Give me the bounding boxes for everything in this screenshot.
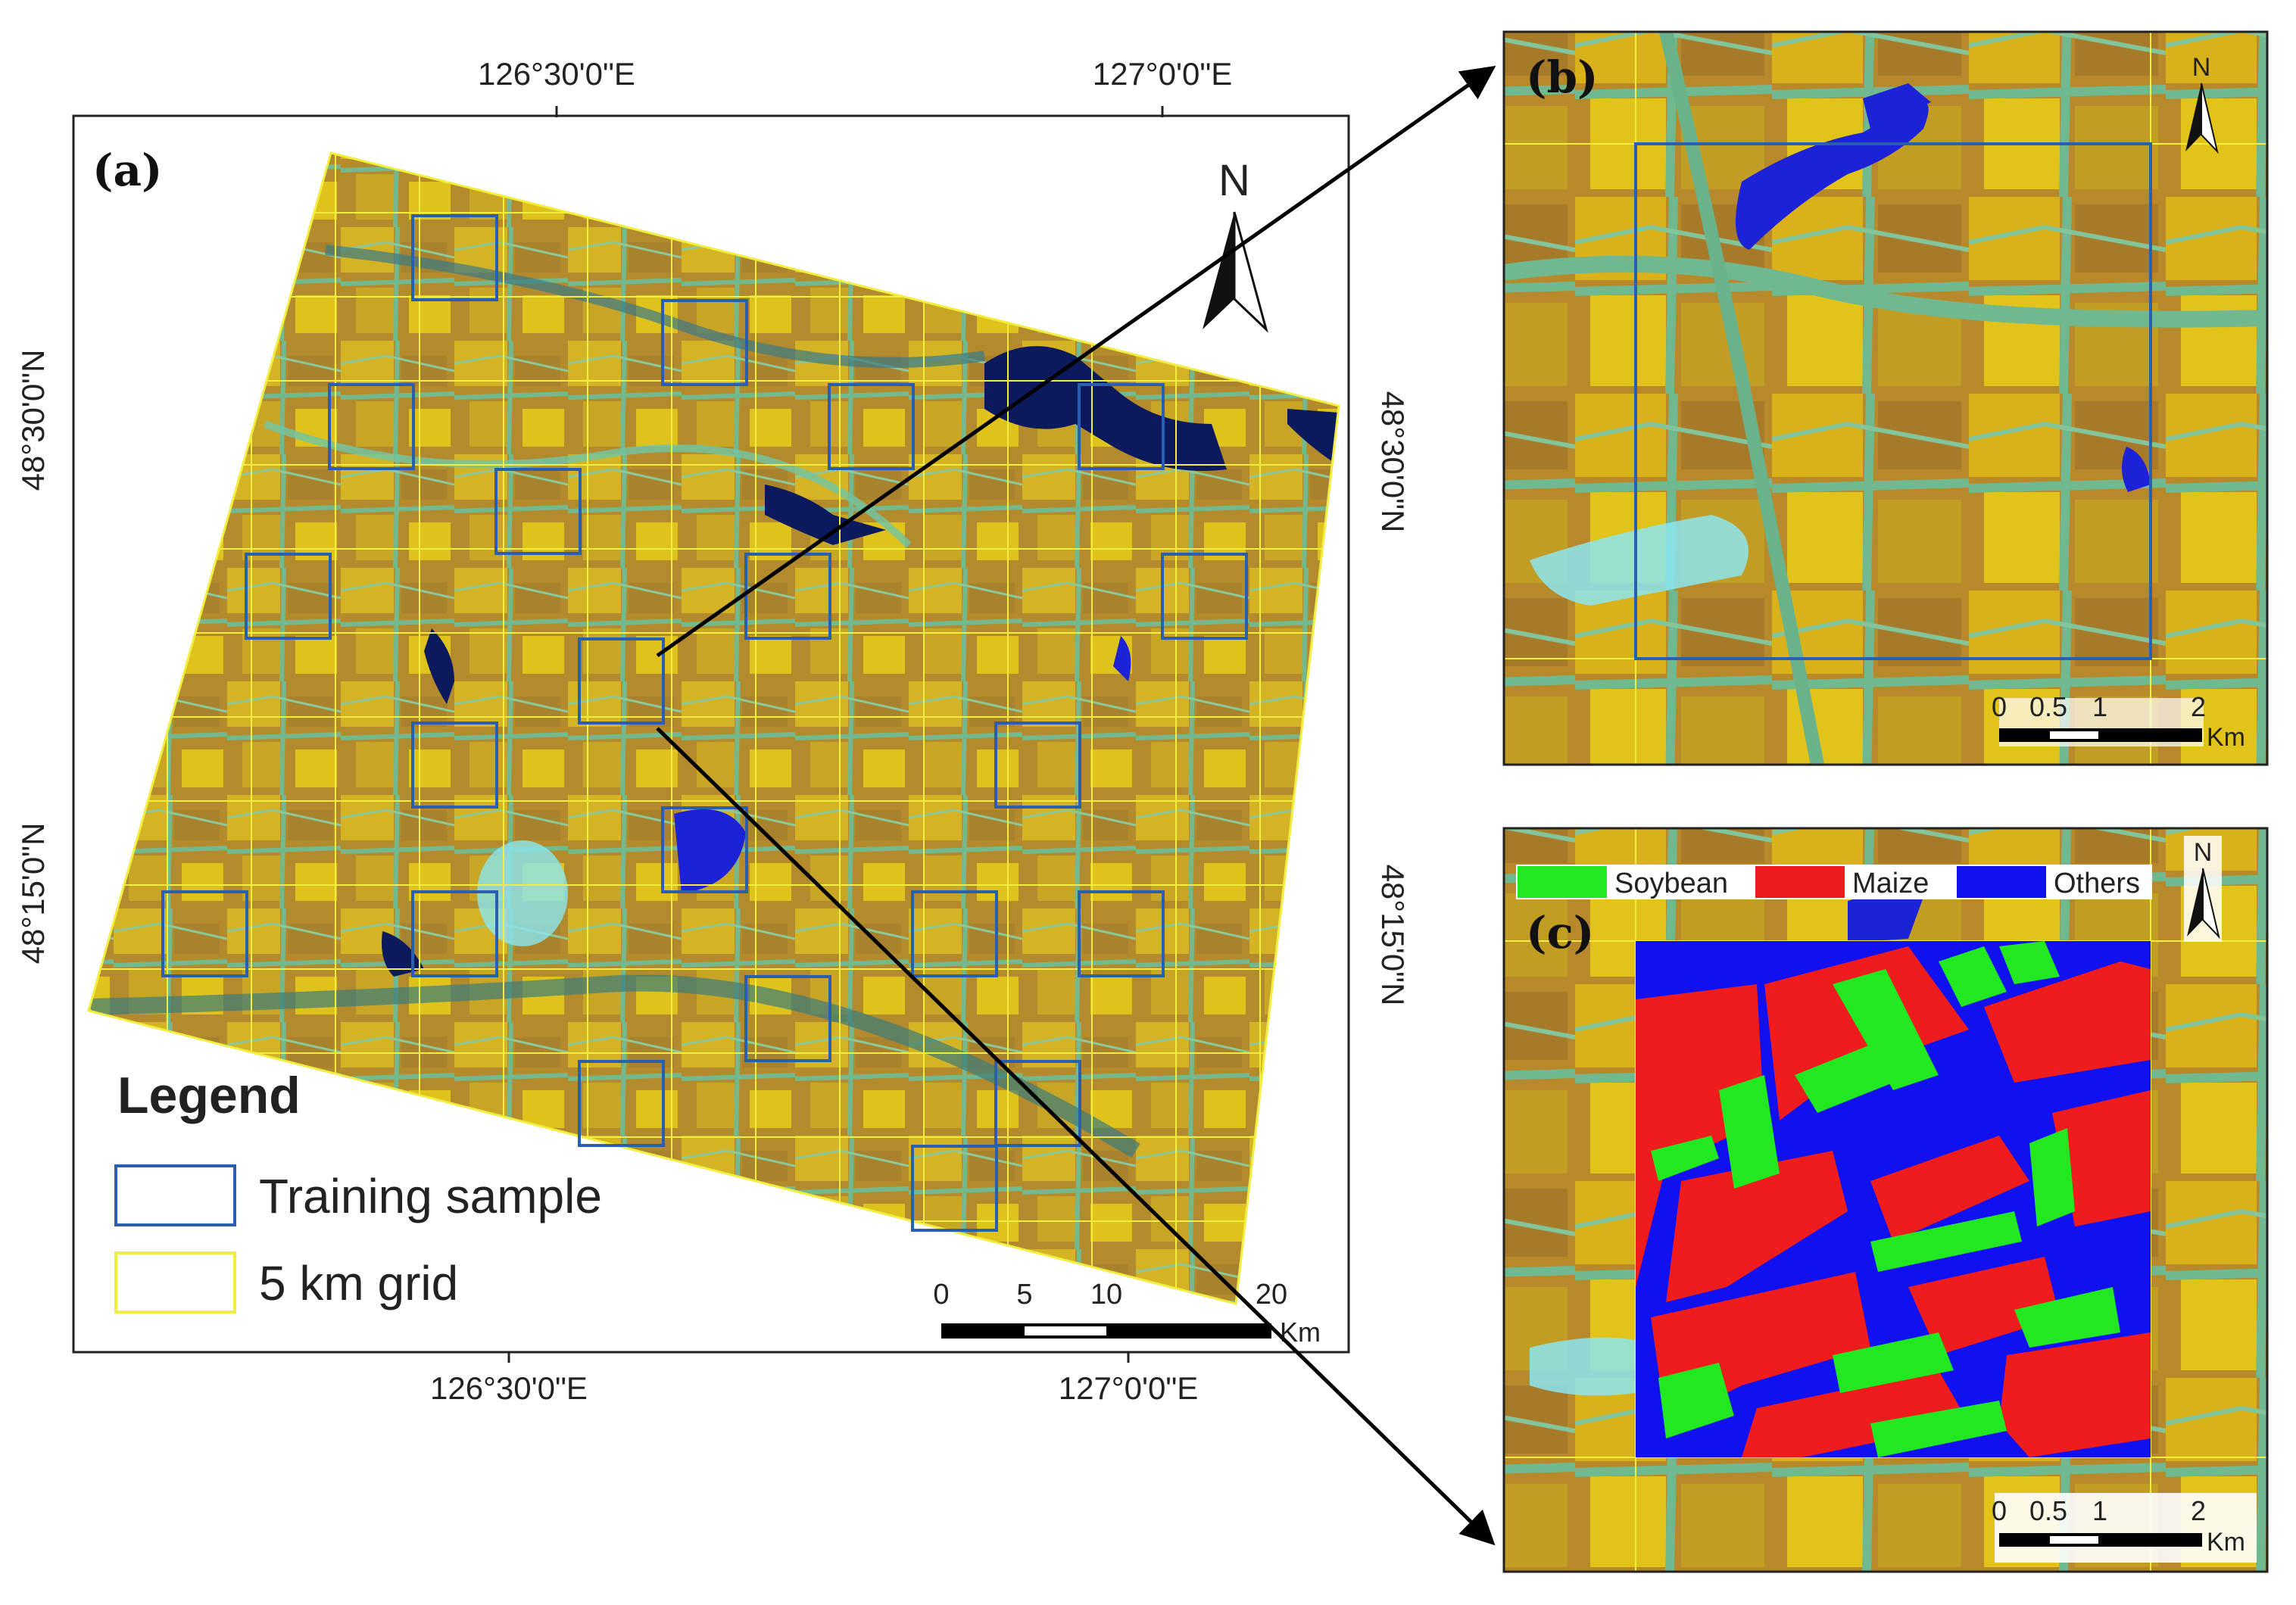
training-sample-box xyxy=(161,890,248,977)
panel-c-frame xyxy=(1502,827,2269,1573)
bottom-tick-1: 127°0'0"E xyxy=(1059,1352,1199,1406)
top-tick-label-0: 126°30'0"E xyxy=(478,56,635,92)
training-sample-box xyxy=(328,383,415,470)
arrow-to-c xyxy=(656,727,1496,1546)
scale-c-unit: Km xyxy=(2207,1528,2245,1557)
training-sample-box xyxy=(994,1060,1081,1147)
training-sample-box xyxy=(494,468,582,555)
village-b xyxy=(1530,515,1749,606)
top-tick-label-1: 127°0'0"E xyxy=(1093,56,1233,92)
training-sample-box xyxy=(245,553,332,640)
training-sample-box xyxy=(911,1145,998,1232)
panel-b: (b) N 0 0.5 1 2 Km xyxy=(1502,30,2269,766)
north-label-a: N xyxy=(1218,156,1250,205)
bottom-tick-0: 126°30'0"E xyxy=(430,1352,588,1406)
scale-a-tick-2: 10 xyxy=(1090,1279,1122,1310)
class-label-others: Others xyxy=(2054,868,2140,899)
lake-east-small xyxy=(1113,636,1131,681)
training-sample-box-b xyxy=(1634,142,2152,660)
class-label-maize: Maize xyxy=(1852,868,1929,899)
class-legend: Soybean Maize Others xyxy=(1516,865,2152,899)
training-sample-box xyxy=(411,214,498,301)
class-swatch-soybean xyxy=(1518,866,1607,898)
panel-a: 126°30'0"E 127°0'0"E 126°30'0"E 127°0'0"… xyxy=(15,56,1411,1406)
scale-b-tick-2: 1 xyxy=(2092,691,2107,722)
panel-label-a: (a) xyxy=(92,145,162,196)
left-tick-label-0: 48°30'0"N xyxy=(15,350,51,491)
pond-b xyxy=(2121,447,2151,492)
panel-c: Soybean Maize Others (c) N 0 0.5 1 2 Km xyxy=(1502,827,2269,1573)
scale-bar-b: 0 0.5 1 2 Km xyxy=(1992,691,2245,752)
urban-area xyxy=(477,840,568,946)
classification-map xyxy=(1636,941,2151,1457)
right-tick-label-0: 48°30'0"N xyxy=(1375,391,1411,533)
scale-a-tick-0: 0 xyxy=(933,1279,949,1310)
top-tick-0: 126°30'0"E xyxy=(478,56,635,117)
class-swatch-maize xyxy=(1755,866,1845,898)
training-sample-box xyxy=(828,383,915,470)
lake-small xyxy=(765,485,886,545)
legend-swatch-grid xyxy=(114,1251,236,1314)
class-swatch-others xyxy=(1957,866,2046,898)
legend: Legend Training sample 5 km grid xyxy=(114,1067,602,1314)
training-sample-box xyxy=(661,806,748,893)
legend-label-grid: 5 km grid xyxy=(259,1256,458,1310)
scale-c-tick-2: 1 xyxy=(2092,1495,2107,1526)
training-samples xyxy=(161,214,1248,1232)
scale-a-tick-3: 20 xyxy=(1256,1279,1287,1310)
scale-b-tick-1: 0.5 xyxy=(2029,691,2067,722)
training-sample-box xyxy=(578,637,665,725)
scale-c-tick-3: 2 xyxy=(2191,1495,2206,1526)
satellite-image-b xyxy=(1504,32,2267,765)
training-sample-box xyxy=(411,890,498,977)
lake-b xyxy=(1736,101,1929,250)
right-tick-label-1: 48°15'0"N xyxy=(1375,865,1411,1006)
north-arrow-c-icon: N xyxy=(2184,836,2222,942)
scale-b-unit: Km xyxy=(2207,723,2245,752)
scale-c-tick-0: 0 xyxy=(1992,1495,2007,1526)
top-tick-1: 127°0'0"E xyxy=(1093,56,1233,117)
training-sample-box xyxy=(994,721,1081,809)
bottom-tick-label-0: 126°30'0"E xyxy=(430,1370,588,1406)
bottom-tick-label-1: 127°0'0"E xyxy=(1059,1370,1199,1406)
training-sample-box xyxy=(1078,890,1165,977)
scale-a-tick-1: 5 xyxy=(1016,1279,1032,1310)
legend-title: Legend xyxy=(117,1067,301,1124)
panel-label-b: (b) xyxy=(1526,51,1598,103)
panel-label-c: (c) xyxy=(1526,907,1594,958)
lake-highlight xyxy=(674,809,746,893)
training-sample-box xyxy=(1161,553,1248,640)
training-sample-box xyxy=(911,890,998,977)
training-sample-box xyxy=(578,1060,665,1147)
legend-swatch-training xyxy=(114,1164,236,1226)
reservoir-lake xyxy=(984,346,1227,471)
image-footprint xyxy=(87,151,1340,1305)
panel-b-frame xyxy=(1502,30,2269,766)
training-sample-box xyxy=(744,975,831,1062)
scale-c-tick-1: 0.5 xyxy=(2029,1495,2067,1526)
legend-label-training: Training sample xyxy=(259,1169,602,1223)
class-label-soybean: Soybean xyxy=(1614,868,1728,899)
lake-center xyxy=(424,628,454,704)
training-sample-box xyxy=(1078,383,1165,470)
left-tick-label-1: 48°15'0"N xyxy=(15,823,51,965)
scale-bar-c: 0 0.5 1 2 Km xyxy=(1992,1493,2257,1563)
training-sample-box xyxy=(661,299,748,386)
north-arrow-icon: N xyxy=(1203,156,1268,333)
training-sample-box xyxy=(411,721,498,809)
north-arrow-b-icon: N xyxy=(2185,53,2219,154)
scale-b-tick-0: 0 xyxy=(1992,691,2007,722)
north-label-c: N xyxy=(2194,838,2213,867)
north-label-b: N xyxy=(2192,53,2211,82)
scale-b-tick-3: 2 xyxy=(2191,691,2206,722)
training-sample-box xyxy=(744,553,831,640)
reservoir-lake-east xyxy=(1287,409,1339,462)
arrow-to-b xyxy=(656,65,1496,658)
scale-bar-a: 0 5 10 20 Km xyxy=(933,1279,1321,1348)
